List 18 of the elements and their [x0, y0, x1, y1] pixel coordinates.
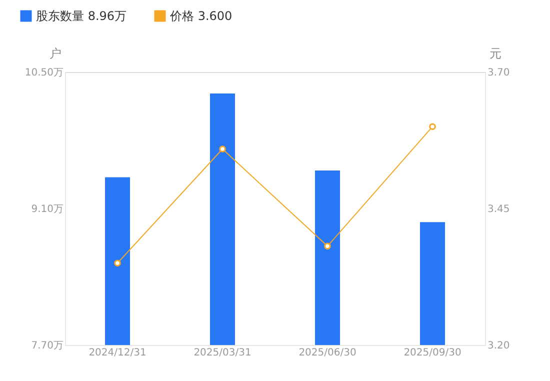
y-tick-label: 9.10万: [31, 204, 64, 215]
y-tick-label: 10.50万: [24, 68, 64, 78]
legend-label: 股东数量 8.96万: [36, 9, 127, 23]
point: [324, 242, 331, 250]
x-tick-label: 2024/12/31: [88, 348, 146, 358]
x-tick-label: 2025/09/30: [404, 348, 462, 358]
point: [429, 123, 436, 130]
y2-tick-label: 3.20: [488, 340, 510, 352]
y-axis-title: 户: [50, 46, 62, 60]
x-tick-label: 2025/06/30: [298, 348, 356, 358]
y-tick-label: 7.70万: [31, 340, 64, 352]
y2-axis-title: 元: [490, 46, 502, 60]
legend-label: 价格 3.600: [169, 9, 232, 23]
point: [114, 260, 121, 266]
point: [219, 146, 226, 152]
y2-tick-label: 3.70: [488, 68, 510, 78]
x-tick-label: 2025/03/31: [194, 348, 252, 358]
y2-tick-label: 3.45: [488, 204, 510, 215]
